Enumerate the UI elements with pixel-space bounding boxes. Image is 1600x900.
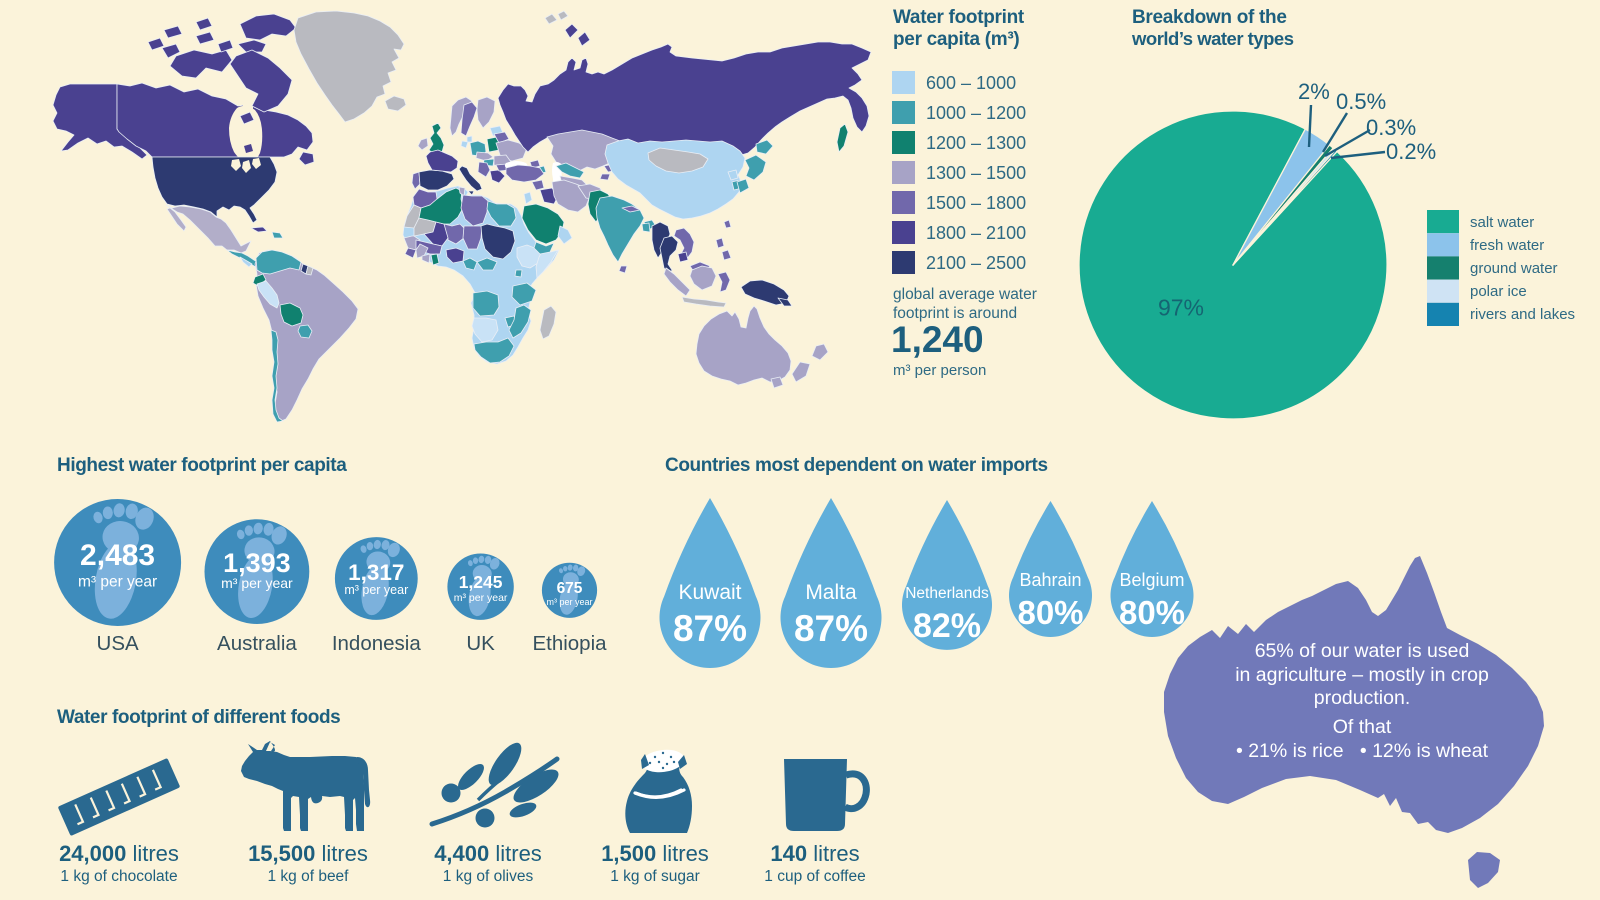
svg-text:Australia: Australia bbox=[217, 632, 297, 655]
svg-text:1 cup of coffee: 1 cup of coffee bbox=[764, 868, 865, 885]
svg-text:140 litres: 140 litres bbox=[770, 841, 859, 866]
svg-text:ground water: ground water bbox=[1470, 260, 1558, 277]
svg-text:per capita (m³): per capita (m³) bbox=[893, 29, 1019, 50]
svg-text:Belgium: Belgium bbox=[1119, 570, 1184, 590]
svg-text:1,500 litres: 1,500 litres bbox=[601, 841, 709, 866]
svg-text:world’s water types: world’s water types bbox=[1131, 28, 1294, 49]
svg-text:m³ per year: m³ per year bbox=[221, 575, 293, 591]
svg-text:2100 – 2500: 2100 – 2500 bbox=[926, 253, 1026, 273]
svg-text:1,393: 1,393 bbox=[223, 548, 291, 578]
svg-text:fresh water: fresh water bbox=[1470, 237, 1544, 254]
svg-text:0.5%: 0.5% bbox=[1336, 89, 1386, 114]
svg-text:Kuwait: Kuwait bbox=[678, 581, 741, 604]
svg-text:m³ per person: m³ per person bbox=[893, 362, 986, 379]
svg-text:65% of our water is used: 65% of our water is used bbox=[1255, 640, 1470, 662]
svg-text:97%: 97% bbox=[1158, 295, 1204, 321]
svg-text:Countries most dependent on wa: Countries most dependent on water import… bbox=[665, 455, 1048, 476]
svg-text:600 – 1000: 600 – 1000 bbox=[926, 73, 1016, 93]
svg-text:87%: 87% bbox=[673, 608, 747, 649]
svg-text:global average water: global average water bbox=[893, 286, 1037, 303]
svg-text:Malta: Malta bbox=[805, 581, 857, 604]
svg-text:1,317: 1,317 bbox=[348, 560, 404, 585]
svg-text:24,000 litres: 24,000 litres bbox=[59, 841, 179, 866]
svg-text:0.2%: 0.2% bbox=[1386, 139, 1436, 164]
svg-text:Of that: Of that bbox=[1333, 716, 1392, 738]
svg-text:salt water: salt water bbox=[1470, 214, 1534, 231]
svg-text:1200 – 1300: 1200 – 1300 bbox=[926, 133, 1026, 153]
svg-text:m³ per year: m³ per year bbox=[546, 597, 592, 607]
svg-text:m³ per year: m³ per year bbox=[454, 592, 508, 604]
svg-text:1,240: 1,240 bbox=[891, 319, 984, 360]
svg-text:87%: 87% bbox=[794, 608, 868, 649]
svg-text:Breakdown of the: Breakdown of the bbox=[1132, 7, 1287, 28]
svg-text:4,400 litres: 4,400 litres bbox=[434, 841, 542, 866]
svg-text:1000 – 1200: 1000 – 1200 bbox=[926, 103, 1026, 123]
svg-text:1500 – 1800: 1500 – 1800 bbox=[926, 193, 1026, 213]
svg-text:0.3%: 0.3% bbox=[1366, 115, 1416, 140]
svg-text:1 kg of olives: 1 kg of olives bbox=[443, 868, 534, 885]
svg-text:1 kg of chocolate: 1 kg of chocolate bbox=[60, 868, 177, 885]
svg-text:m³ per year: m³ per year bbox=[344, 583, 408, 597]
svg-text:production.: production. bbox=[1314, 687, 1410, 709]
svg-text:1 kg of beef: 1 kg of beef bbox=[267, 868, 349, 885]
svg-text:1800 – 2100: 1800 – 2100 bbox=[926, 223, 1026, 243]
svg-text:footprint is around: footprint is around bbox=[893, 305, 1017, 322]
svg-text:USA: USA bbox=[97, 632, 139, 655]
svg-text:Water footprint: Water footprint bbox=[893, 7, 1025, 28]
svg-text:rivers and lakes: rivers and lakes bbox=[1470, 306, 1575, 323]
svg-text:UK: UK bbox=[466, 632, 495, 655]
svg-text:2,483: 2,483 bbox=[80, 539, 155, 572]
svg-text:Ethiopia: Ethiopia bbox=[532, 632, 607, 655]
svg-text:polar ice: polar ice bbox=[1470, 283, 1527, 300]
svg-text:2%: 2% bbox=[1298, 79, 1330, 104]
svg-text:Water footprint of different f: Water footprint of different foods bbox=[57, 707, 340, 728]
svg-text:• 21% is rice • 12% is wheat: • 21% is rice • 12% is wheat bbox=[1236, 740, 1489, 762]
svg-text:80%: 80% bbox=[1119, 594, 1185, 631]
svg-text:1300 – 1500: 1300 – 1500 bbox=[926, 163, 1026, 183]
svg-text:80%: 80% bbox=[1017, 594, 1083, 631]
svg-text:Indonesia: Indonesia bbox=[332, 632, 422, 655]
svg-text:Bahrain: Bahrain bbox=[1019, 570, 1081, 590]
svg-text:82%: 82% bbox=[913, 607, 981, 645]
svg-text:Highest water footprint per ca: Highest water footprint per capita bbox=[57, 455, 347, 476]
svg-text:1 kg of sugar: 1 kg of sugar bbox=[610, 868, 700, 885]
svg-text:in agriculture – mostly in cro: in agriculture – mostly in crop bbox=[1235, 664, 1489, 686]
svg-text:Netherlands: Netherlands bbox=[905, 585, 989, 602]
svg-text:15,500 litres: 15,500 litres bbox=[248, 841, 368, 866]
svg-text:675: 675 bbox=[557, 580, 583, 597]
svg-text:1,245: 1,245 bbox=[459, 572, 503, 592]
svg-text:m³ per year: m³ per year bbox=[78, 574, 157, 591]
